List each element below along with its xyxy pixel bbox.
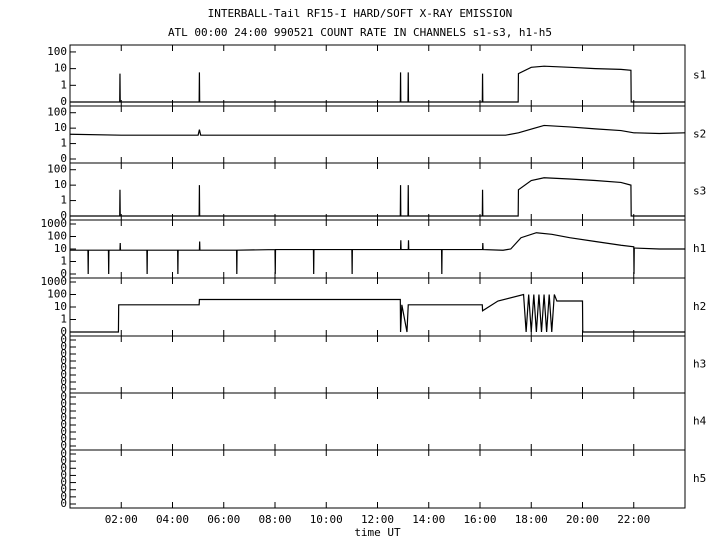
y-tick-label: 0 [60,461,67,474]
y-tick-label: 10 [54,178,67,191]
y-tick-label: 100 [47,163,67,176]
y-tick-label: 0 [60,418,67,431]
y-tick-label: 0 [60,333,67,346]
x-tick-label: 20:00 [566,513,599,526]
y-tick-label: 0 [60,368,67,381]
y-tick-label: 100 [47,230,67,243]
x-axis-label: time UT [354,526,401,539]
panel-frame [69,449,686,509]
panel-frame [69,105,686,164]
y-tick-label: 0 [60,361,67,374]
panel-label: h5 [693,472,706,485]
y-tick-label: 10 [54,121,67,134]
y-tick-label: 0 [60,411,67,424]
data-line [69,124,686,136]
y-tick-label: 0 [60,325,67,338]
panel-frame [69,162,686,221]
y-tick-label: 1 [60,78,67,91]
data-line [70,232,685,275]
y-tick-label: 1 [60,255,67,268]
chart-subtitle: ATL 00:00 24:00 990521 COUNT RATE IN CHA… [168,26,552,39]
y-tick-label: 0 [60,340,67,353]
y-tick-label: 0 [60,432,67,445]
data-line [70,177,685,217]
panel-label: h2 [693,300,706,313]
y-tick-label: 0 [60,397,67,410]
x-tick-label: 12:00 [361,513,394,526]
panel-label: h1 [693,242,706,255]
x-tick-label: 02:00 [105,513,138,526]
y-tick-label: 100 [47,45,67,58]
y-tick-label: 0 [60,375,67,388]
x-tick-label: 22:00 [617,513,650,526]
y-tick-label: 10 [54,242,67,255]
x-tick-label: 14:00 [412,513,445,526]
data-line [70,293,685,333]
panel-frame [69,44,686,107]
panel-label: h4 [693,415,707,428]
x-tick-label: 06:00 [207,513,240,526]
y-tick-label: 0 [60,390,67,403]
y-tick-label: 10 [54,300,67,313]
y-tick-label: 0 [60,404,67,417]
y-tick-label: 0 [60,347,67,360]
chart-title: INTERBALL-Tail RF15-I HARD/SOFT X-RAY EM… [208,7,513,20]
y-tick-label: 0 [60,490,67,503]
panel-label: h3 [693,358,706,371]
y-tick-label: 0 [60,209,67,222]
y-tick-label: 0 [60,425,67,438]
y-tick-label: 1 [60,313,67,326]
data-line [70,65,685,103]
y-tick-label: 0 [60,468,67,481]
y-tick-label: 0 [60,439,67,452]
y-tick-label: 0 [60,497,67,510]
y-tick-label: 0 [60,483,67,496]
y-tick-label: 0 [60,152,67,165]
x-tick-label: 10:00 [310,513,343,526]
y-tick-label: 0 [60,95,67,108]
y-tick-label: 10 [54,62,67,75]
y-tick-label: 0 [60,354,67,367]
y-tick-label: 1 [60,137,67,150]
panel-label: s1 [693,69,706,82]
y-tick-label: 0 [60,476,67,489]
y-tick-label: 0 [60,382,67,395]
y-tick-label: 0 [60,267,67,280]
y-tick-label: 0 [60,447,67,460]
y-tick-label: 1 [60,194,67,207]
panel-frame [69,277,686,337]
panel-frame [69,335,686,394]
x-tick-label: 04:00 [156,513,189,526]
y-tick-label: 1000 [41,217,68,230]
panel-label: s3 [693,185,706,198]
panel-frame [69,392,686,451]
y-tick-label: 100 [47,106,67,119]
x-tick-label: 08:00 [258,513,291,526]
panel-label: s2 [693,128,706,141]
y-tick-label: 100 [47,288,67,301]
y-tick-label: 0 [60,454,67,467]
x-tick-label: 18:00 [515,513,548,526]
y-tick-label: 1000 [41,275,68,288]
x-tick-label: 16:00 [463,513,496,526]
